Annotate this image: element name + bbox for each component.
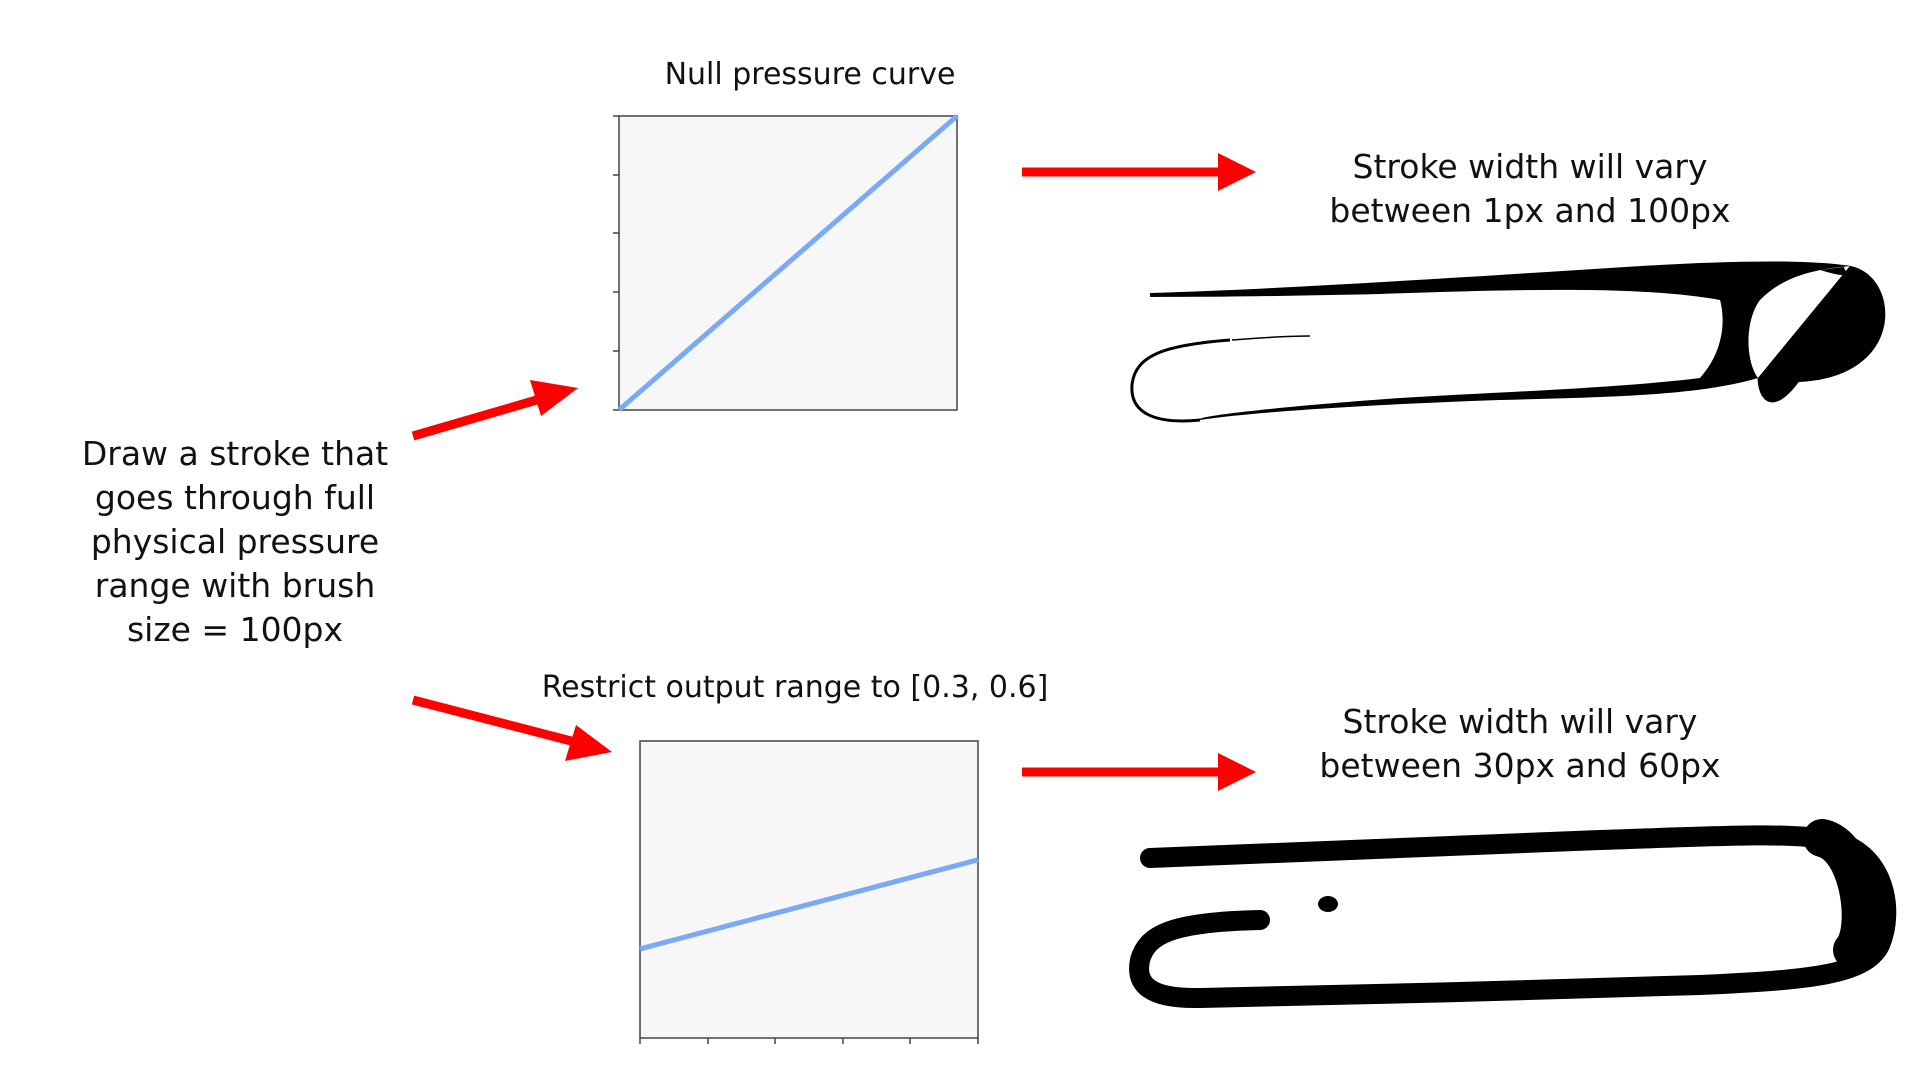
instruction-text: Draw a stroke that goes through full phy… [81, 434, 389, 649]
top-brush-stroke [1130, 261, 1886, 423]
bottom-plot-title: Restrict output range to [0.3, 0.6] [541, 670, 1049, 705]
ink-dot [1318, 896, 1338, 912]
top-result-text: Stroke width will vary between 1px and 1… [1329, 147, 1731, 230]
bottom-pressure-curve-plot [639, 740, 979, 1044]
arrow-to-top-plot [411, 380, 578, 441]
arrow-to-bottom-plot [411, 695, 612, 761]
arrow-to-top-result [1022, 153, 1256, 191]
bottom-brush-stroke [1129, 819, 1897, 1009]
bottom-curve-line [639, 857, 979, 952]
top-curve-line [617, 114, 959, 412]
bottom-plot-x-ticks [639, 1038, 979, 1044]
top-plot-y-ticks [613, 115, 619, 411]
arrow-to-bottom-result [1022, 753, 1256, 791]
top-pressure-curve-plot [613, 114, 959, 412]
bottom-result-text: Stroke width will vary between 30px and … [1319, 702, 1721, 785]
top-plot-title: Null pressure curve [664, 57, 956, 92]
bottom-plot-frame [639, 740, 979, 1039]
